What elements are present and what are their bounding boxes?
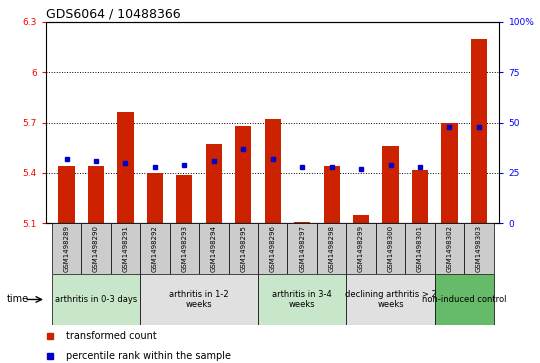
- Bar: [258, 223, 287, 274]
- Bar: [435, 223, 464, 274]
- Text: percentile rank within the sample: percentile rank within the sample: [66, 351, 231, 361]
- Text: GSM1498296: GSM1498296: [269, 225, 276, 272]
- Bar: [346, 223, 376, 274]
- Bar: [441, 122, 457, 223]
- Text: GSM1498294: GSM1498294: [211, 225, 217, 272]
- Bar: [376, 223, 405, 274]
- Bar: [52, 223, 81, 274]
- Bar: [170, 223, 199, 274]
- Text: GSM1498300: GSM1498300: [388, 225, 394, 272]
- Bar: [346, 274, 435, 325]
- Bar: [265, 119, 281, 223]
- Text: declining arthritis > 2
weeks: declining arthritis > 2 weeks: [345, 290, 436, 309]
- Bar: [294, 221, 310, 223]
- Bar: [147, 173, 163, 223]
- Text: GSM1498292: GSM1498292: [152, 225, 158, 272]
- Bar: [323, 166, 340, 223]
- Bar: [199, 223, 228, 274]
- Text: GSM1498295: GSM1498295: [240, 225, 246, 272]
- Text: arthritis in 0-3 days: arthritis in 0-3 days: [55, 295, 137, 304]
- Text: GSM1498298: GSM1498298: [329, 225, 335, 272]
- Bar: [405, 223, 435, 274]
- Text: non-induced control: non-induced control: [422, 295, 507, 304]
- Bar: [111, 223, 140, 274]
- Bar: [81, 223, 111, 274]
- Bar: [412, 170, 428, 223]
- Bar: [140, 223, 170, 274]
- Text: transformed count: transformed count: [66, 331, 157, 341]
- Text: GSM1498289: GSM1498289: [64, 225, 70, 272]
- Bar: [382, 146, 399, 223]
- Text: GSM1498301: GSM1498301: [417, 225, 423, 272]
- Text: time: time: [6, 294, 29, 305]
- Bar: [140, 274, 258, 325]
- Bar: [52, 274, 140, 325]
- Text: GSM1498303: GSM1498303: [476, 225, 482, 272]
- Bar: [88, 166, 104, 223]
- Bar: [317, 223, 346, 274]
- Bar: [471, 38, 487, 223]
- Text: GSM1498293: GSM1498293: [181, 225, 187, 272]
- Bar: [287, 223, 317, 274]
- Bar: [464, 223, 494, 274]
- Text: GSM1498297: GSM1498297: [299, 225, 305, 272]
- Text: arthritis in 1-2
weeks: arthritis in 1-2 weeks: [169, 290, 229, 309]
- Text: GSM1498299: GSM1498299: [358, 225, 364, 272]
- Bar: [206, 144, 222, 223]
- Bar: [258, 274, 346, 325]
- Bar: [235, 126, 251, 223]
- Bar: [353, 215, 369, 223]
- Bar: [176, 175, 192, 223]
- Text: GDS6064 / 10488366: GDS6064 / 10488366: [46, 8, 180, 21]
- Text: GSM1498290: GSM1498290: [93, 225, 99, 272]
- Bar: [58, 166, 75, 223]
- Text: arthritis in 3-4
weeks: arthritis in 3-4 weeks: [272, 290, 332, 309]
- Text: GSM1498291: GSM1498291: [123, 225, 129, 272]
- Bar: [435, 274, 494, 325]
- Bar: [228, 223, 258, 274]
- Bar: [117, 113, 133, 223]
- Text: GSM1498302: GSM1498302: [447, 225, 453, 272]
